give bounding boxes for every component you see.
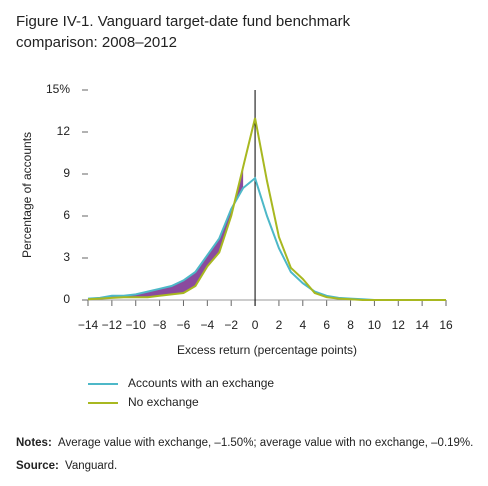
gap-area [88, 167, 244, 300]
source: Vanguard. [65, 460, 117, 472]
y-tick-label: 12 [57, 124, 71, 138]
y-tick-label: 3 [63, 250, 70, 264]
y-tick-label: 0 [63, 292, 70, 306]
x-tick-label: 14 [415, 318, 429, 332]
x-tick-label: −2 [224, 318, 238, 332]
x-tick-label: 6 [323, 318, 330, 332]
y-axis-label: Percentage of accounts [20, 132, 34, 258]
legend-label: Accounts with an exchange [128, 376, 274, 390]
x-tick-label: −14 [78, 318, 99, 332]
chart-title: comparison: 2008–2012 [16, 34, 177, 51]
notes-label: Notes: [16, 437, 52, 449]
legend-label: No exchange [128, 395, 199, 409]
x-tick-label: 2 [276, 318, 283, 332]
x-tick-label: 12 [392, 318, 406, 332]
notes: Average value with exchange, –1.50%; ave… [58, 437, 473, 449]
chart-title: Figure IV-1. Vanguard target-date fund b… [16, 13, 351, 30]
x-tick-label: −8 [153, 318, 167, 332]
series-line [87, 176, 446, 301]
y-tick-label: 9 [63, 166, 70, 180]
x-tick-label: 16 [439, 318, 453, 332]
series-line [87, 117, 446, 301]
y-tick-label: 15% [46, 82, 70, 96]
x-tick-label: −10 [126, 318, 147, 332]
x-tick-label: −6 [177, 318, 191, 332]
x-tick-label: 8 [347, 318, 354, 332]
x-tick-label: −4 [200, 318, 214, 332]
x-tick-label: 0 [252, 318, 259, 332]
source-label: Source: [16, 460, 59, 472]
y-tick-label: 6 [63, 208, 70, 222]
x-tick-label: −12 [102, 318, 123, 332]
x-tick-label: 10 [368, 318, 382, 332]
x-tick-label: 4 [299, 318, 306, 332]
x-axis-label: Excess return (percentage points) [177, 343, 357, 357]
